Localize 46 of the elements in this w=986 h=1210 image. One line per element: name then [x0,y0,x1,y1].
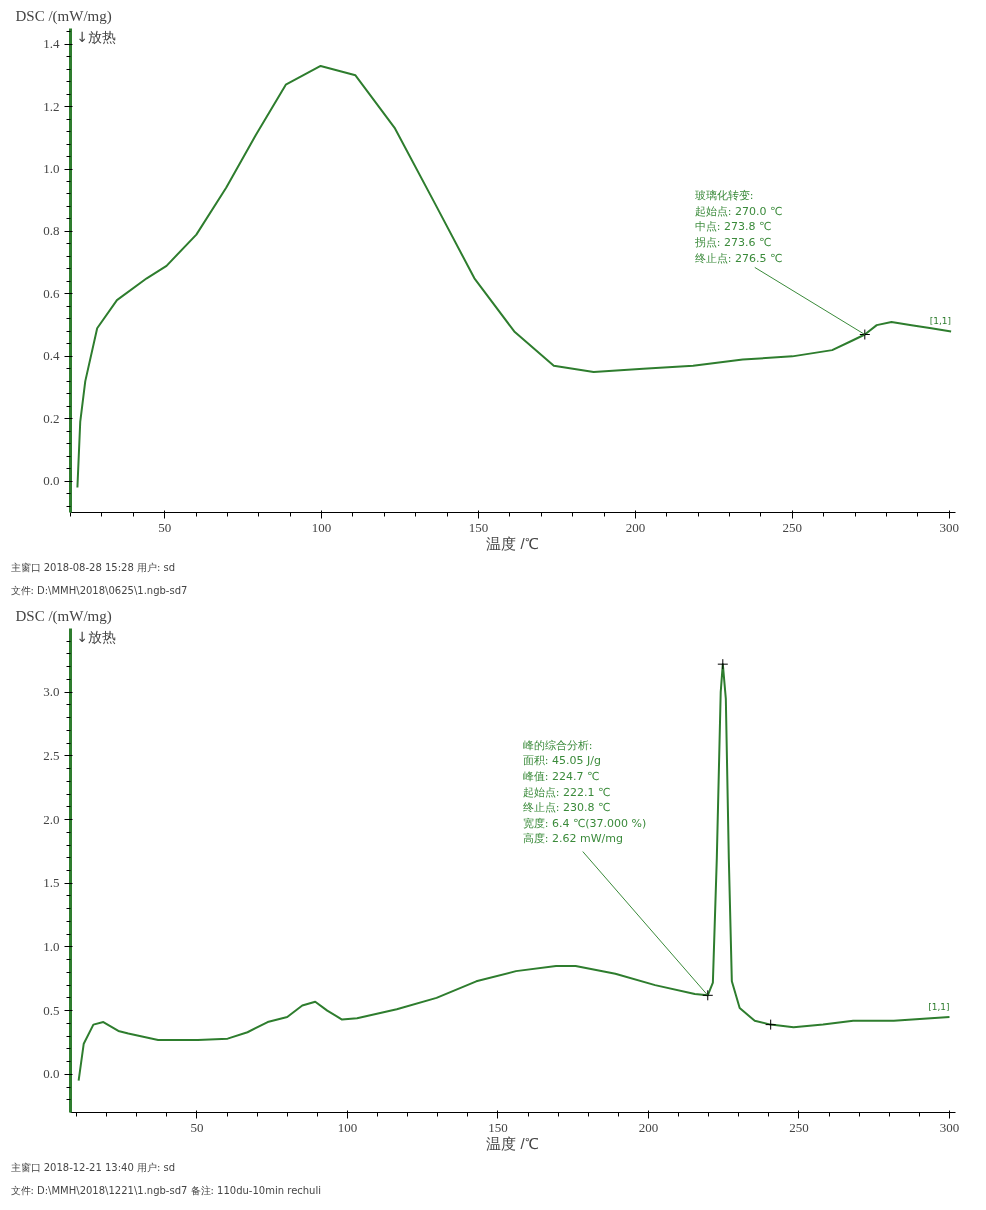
x-tick-label: 300 [939,519,959,535]
y-tick-label: 1.2 [43,98,60,114]
x-tick-label: 50 [158,519,172,535]
x-tick-label: 50 [190,1119,204,1135]
y-tick-label: 2.0 [43,811,60,827]
x-axis-title: 温度 /℃ [486,534,539,552]
series-label: [1,1] [928,1001,950,1012]
annotation: ↓放热 [76,28,117,45]
y-tick-label: 0.2 [43,410,60,426]
x-tick-label: 200 [638,1119,659,1135]
y-axis-title: DSC /(mW/mg) [15,607,112,625]
y-tick-label: 3.0 [43,684,60,700]
x-tick-label: 100 [311,519,332,535]
line-series [77,663,951,1082]
y-tick-label: 1.5 [43,875,60,891]
y-tick-label: 0.5 [43,1002,60,1018]
line-series [76,64,953,489]
y-axis-title: DSC /(mW/mg) [15,7,112,25]
y-tick-label: 1.0 [43,161,60,177]
y-tick-label: 1.4 [43,36,60,52]
y-tick-label: 0.6 [43,285,60,301]
x-tick-label: 300 [939,1119,960,1135]
x-axis-title: 温度 /℃ [486,1134,539,1152]
text: 主窗口 2018-08-28 15:28 用户: sd [10,561,176,573]
x-tick-label: 150 [488,1119,508,1135]
text: 文件: D:\MMH\2018\1221\1.ngb-sd7 备注: 110du-10min rechuli [10,1184,322,1196]
annotation: 玻璃化转变: 起始点: 270.0 ℃ 中点: 273.8 ℃ 拐点: 273.6 ℃ 终止点: 276.5 ℃ [693,189,783,265]
series-label: [1,1] [929,316,952,327]
text: 主窗口 2018-12-21 13:40 用户: sd [10,1161,176,1173]
point [765,1019,777,1031]
x-tick-label: 250 [789,1119,809,1135]
y-tick-label: 2.5 [43,747,60,763]
x-tick-label: 100 [337,1119,358,1135]
y-tick-label: 0.4 [43,348,60,364]
x-tick-label: 200 [625,519,646,535]
y-tick-label: 0.0 [43,1066,60,1082]
x-tick-label: 150 [468,519,489,535]
y-tick-label: 1.0 [43,938,60,954]
annotation: ↓放热 [76,628,117,645]
y-tick-label: 0.8 [43,223,60,239]
annotation: 峰的综合分析: 面积: 45.05 J/g 峰值: 224.7 ℃ 起始点: 222.1 ℃ 终止点: 230.8 ℃ 宽度: 6.4 ℃(37.000 %) 高度: 2.62 mW/mg [522,738,647,846]
point [717,658,729,670]
y-tick-label: 0.0 [43,473,60,489]
x-tick-label: 250 [782,519,803,535]
text: 文件: D:\MMH\2018\0625\1.ngb-sd7 [10,584,188,596]
point [702,989,714,1001]
